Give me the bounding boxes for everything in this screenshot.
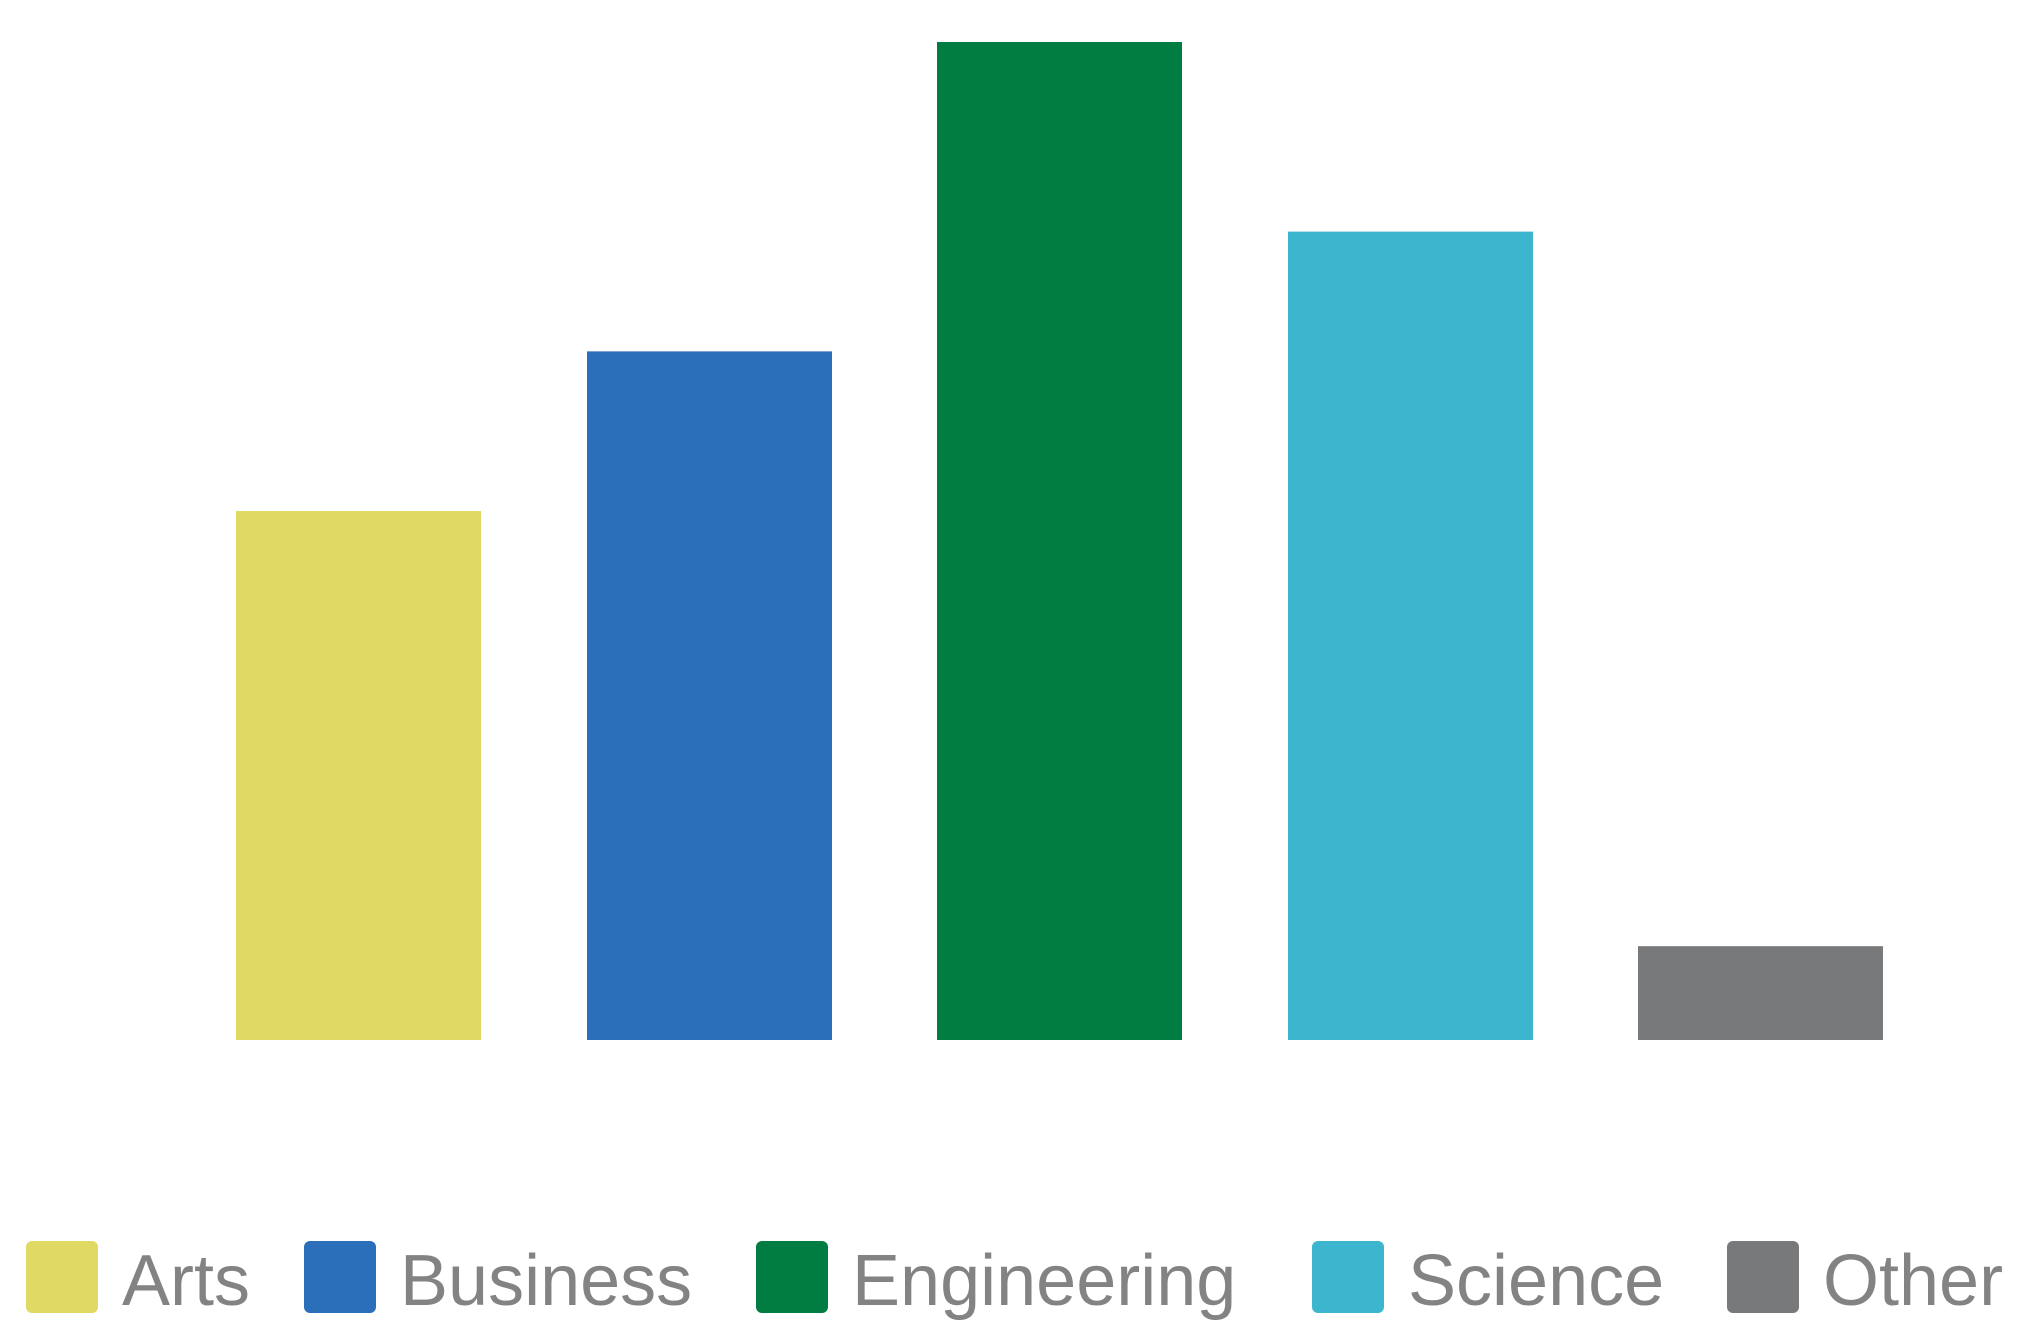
bar-arts <box>236 511 481 1040</box>
legend-item-arts: Arts <box>26 1241 250 1321</box>
legend-swatch-science <box>1312 1241 1384 1313</box>
legend: Arts Business Engineering Science Other <box>26 1241 2003 1321</box>
legend-swatch-arts <box>26 1241 98 1313</box>
legend-swatch-engineering <box>756 1241 828 1313</box>
bar-engineering <box>937 42 1182 1040</box>
legend-swatch-business <box>304 1241 376 1313</box>
legend-item-science: Science <box>1312 1241 1664 1321</box>
legend-item-other: Other <box>1727 1241 2003 1321</box>
bars-group <box>236 42 1883 1040</box>
legend-label-science: Science <box>1408 1241 1664 1321</box>
bar-other <box>1638 946 1883 1040</box>
legend-label-other: Other <box>1823 1241 2003 1321</box>
legend-label-engineering: Engineering <box>852 1241 1236 1321</box>
legend-item-engineering: Engineering <box>756 1241 1236 1321</box>
legend-label-business: Business <box>400 1241 692 1321</box>
bar-business <box>587 351 832 1040</box>
legend-item-business: Business <box>304 1241 692 1321</box>
legend-label-arts: Arts <box>122 1241 250 1321</box>
bar-science <box>1288 231 1533 1040</box>
legend-swatch-other <box>1727 1241 1799 1313</box>
